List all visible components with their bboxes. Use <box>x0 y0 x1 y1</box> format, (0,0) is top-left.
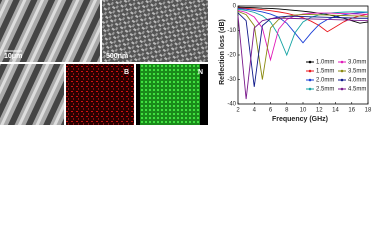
legend-label: 1.5mm <box>316 69 334 75</box>
eds-map-b <box>66 64 134 125</box>
scale-label: 10μm <box>4 53 22 60</box>
legend-marker <box>308 78 312 82</box>
legend-label: 3.0mm <box>348 60 366 66</box>
legend-marker <box>340 60 344 64</box>
x-tick-label: 2 <box>236 108 240 114</box>
x-axis-label: Frequency (GHz) <box>272 116 328 123</box>
y-tick-label: -40 <box>227 102 236 108</box>
x-tick-label: 8 <box>285 108 289 114</box>
chart: Frequency (GHz) Reflection loss (dB) 2 4 6… <box>219 4 372 123</box>
legend-label: 1.0mm <box>316 60 334 66</box>
x-tick-label: 14 <box>332 108 339 114</box>
x-tick-label: 18 <box>365 108 372 114</box>
y-tick-label: -10 <box>227 28 236 34</box>
data-line <box>237 9 369 62</box>
eds-map-n <box>140 64 200 125</box>
map-label: B <box>124 69 129 76</box>
legend-label: 4.0mm <box>348 78 366 84</box>
legend-marker <box>308 87 312 91</box>
sem-image-surface <box>102 0 208 62</box>
data-line <box>237 8 369 57</box>
data-line <box>237 15 369 100</box>
legend-label: 2.5mm <box>316 87 334 93</box>
legend-label: 4.5mm <box>348 87 366 93</box>
map-label: N <box>198 69 203 76</box>
x-tick-label: 16 <box>348 108 355 114</box>
x-tick-label: 6 <box>269 108 273 114</box>
sem-image-fiber <box>0 64 64 125</box>
data-line <box>237 12 368 87</box>
scale-label: 500nm <box>106 53 128 60</box>
legend-label: 3.5mm <box>348 69 366 75</box>
y-tick-label: -20 <box>227 53 236 59</box>
legend-label: 2.0mm <box>316 78 334 84</box>
data-line <box>237 8 369 44</box>
data-line <box>237 10 369 80</box>
sem-image-fibers <box>0 0 100 62</box>
x-tick-label: 10 <box>300 108 307 114</box>
x-tick-label: 4 <box>253 108 257 114</box>
legend-marker <box>308 60 312 64</box>
legend-marker <box>308 69 312 73</box>
legend-marker <box>340 87 344 91</box>
y-tick-label: 0 <box>233 4 237 10</box>
legend-marker <box>340 69 344 73</box>
figure: 10μm 500nm B N Frequency (GHz) Reflectio… <box>0 0 372 125</box>
y-axis-label: Reflection loss (dB) <box>219 19 226 85</box>
x-tick-label: 12 <box>316 108 323 114</box>
y-tick-label: -30 <box>227 77 236 83</box>
legend-marker <box>340 78 344 82</box>
data-line <box>237 6 369 24</box>
data-line <box>237 7 369 33</box>
